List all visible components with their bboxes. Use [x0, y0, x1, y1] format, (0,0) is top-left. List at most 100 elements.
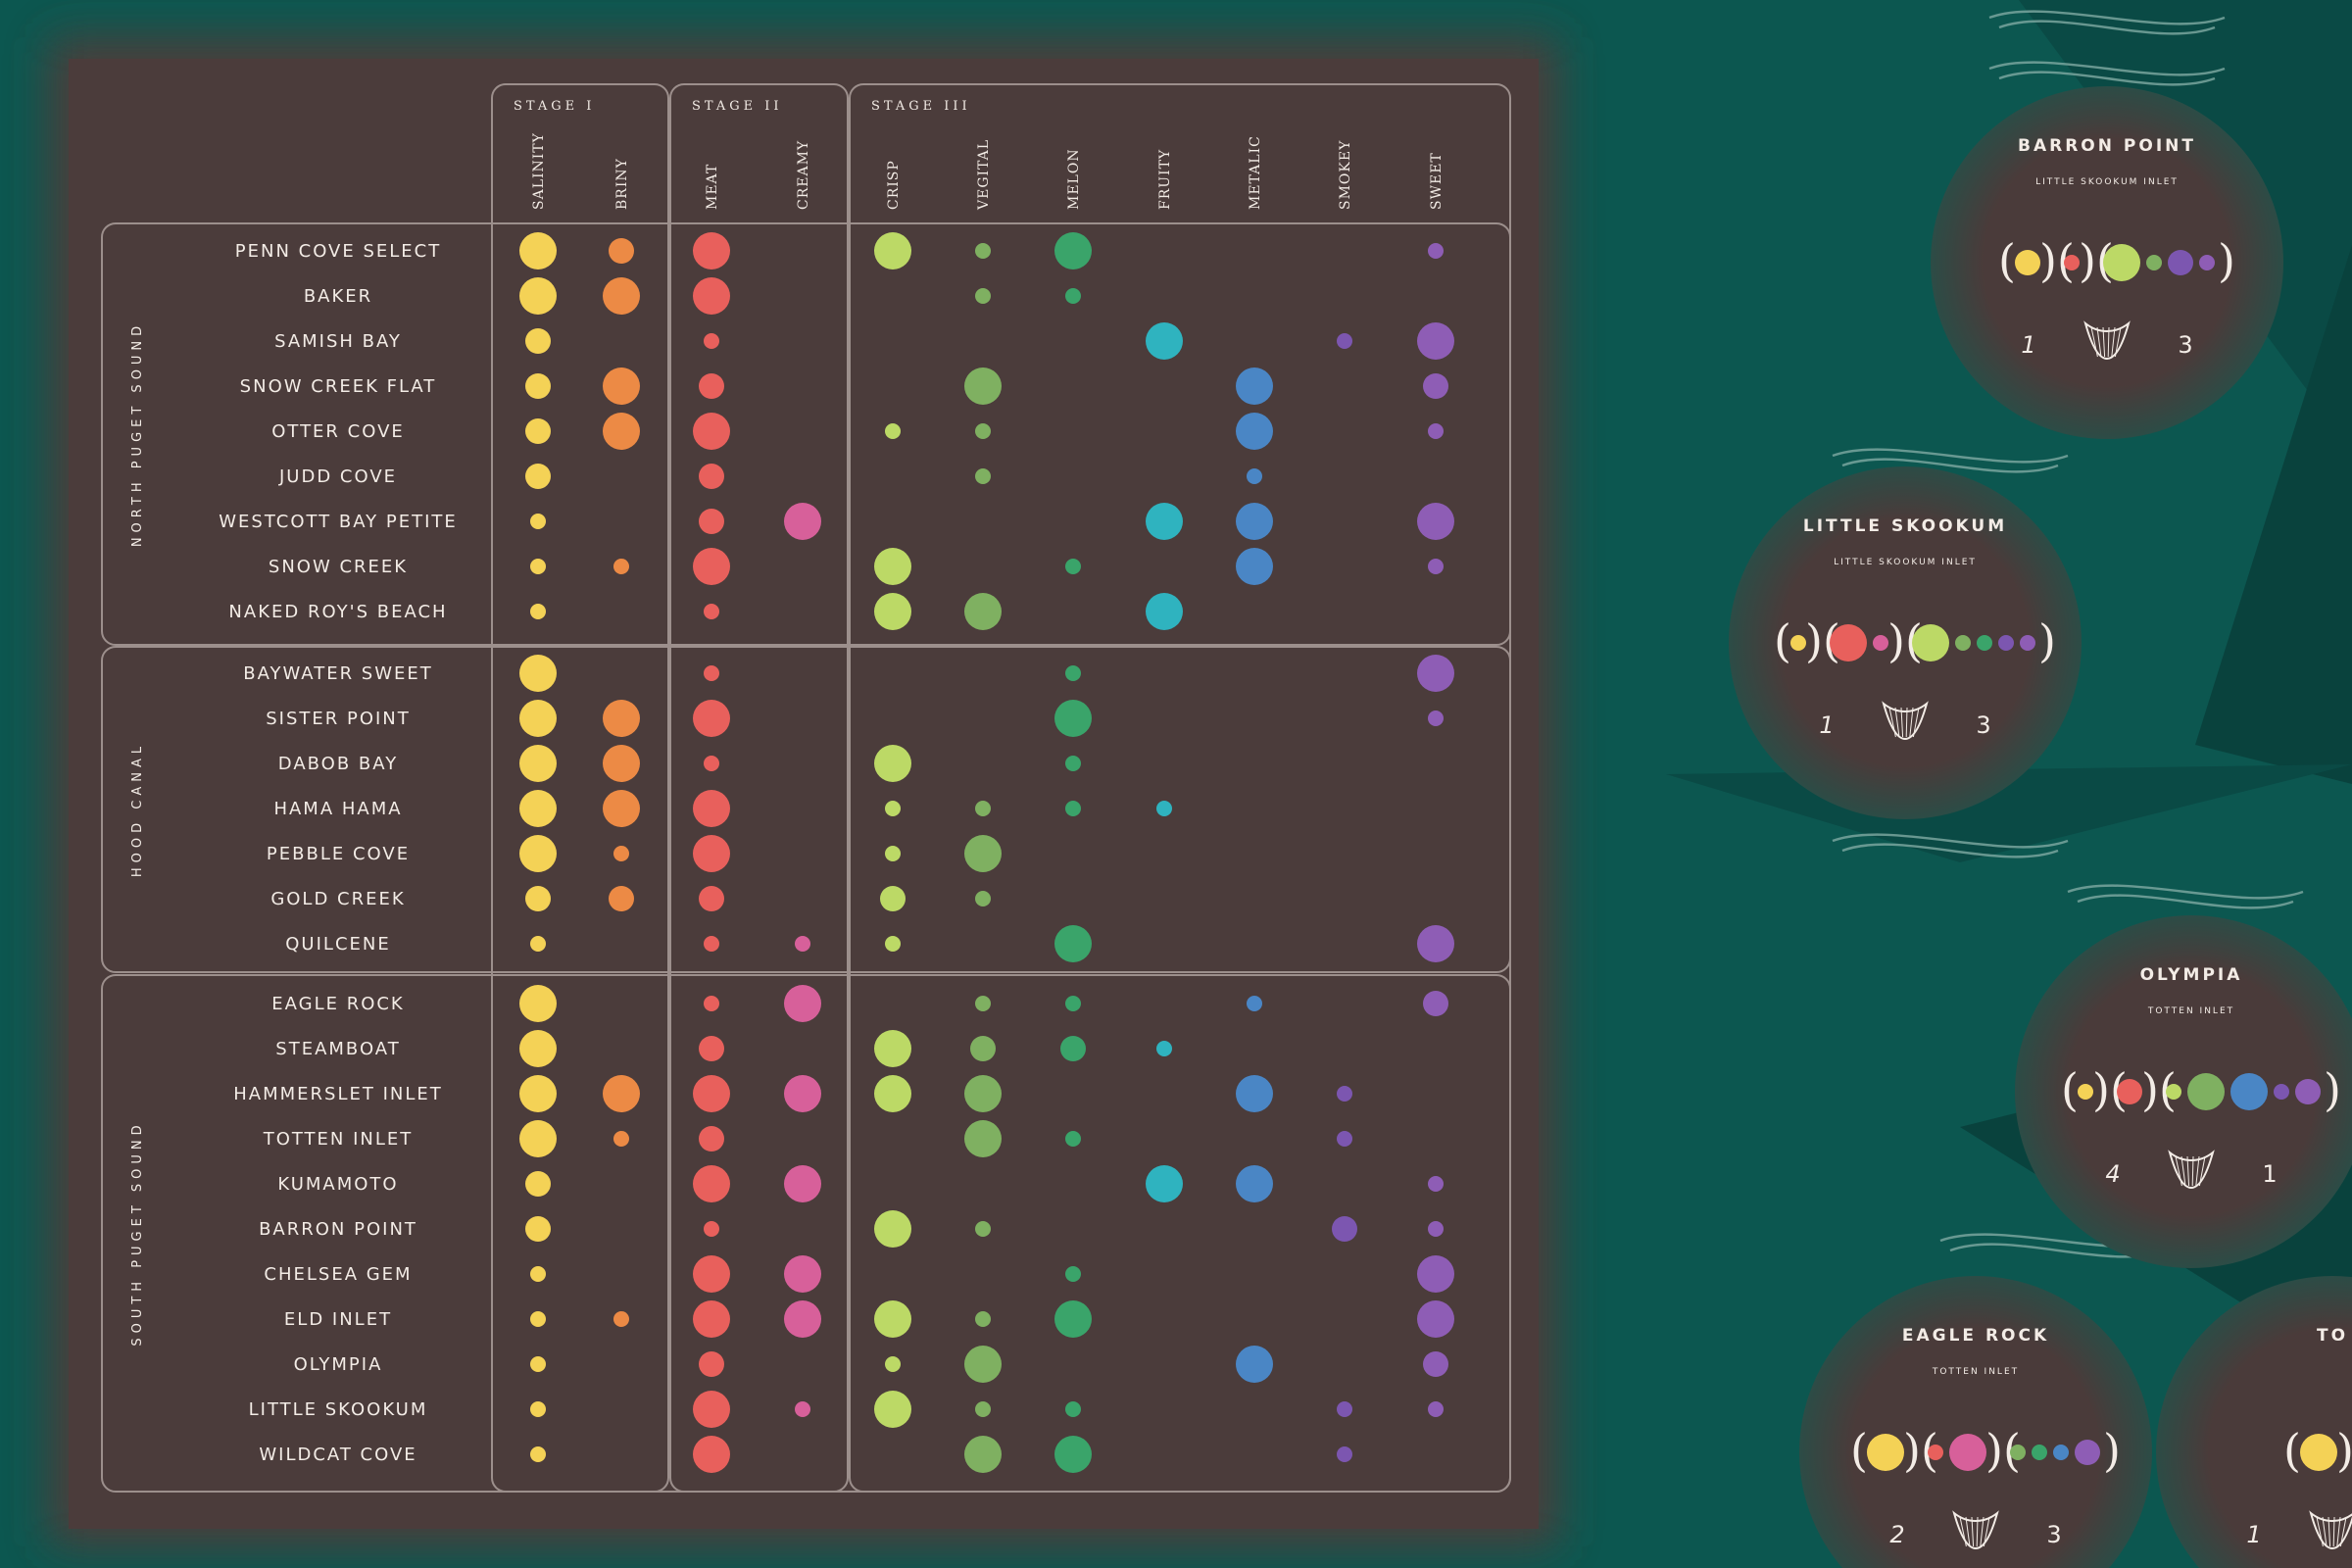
dot-crisp: [874, 1300, 911, 1338]
row-label: BAKER: [304, 286, 372, 307]
shell-hatch: [1894, 707, 1900, 738]
card-paren-open: (: [2283, 1424, 2301, 1477]
dot-meat: [693, 1075, 730, 1112]
column-header-vegital: VEGITAL: [976, 139, 992, 211]
dot-crisp: [885, 801, 901, 816]
card-right-number: 3: [2178, 331, 2192, 359]
wave-line: [1841, 843, 2059, 858]
dot-creamy: [795, 936, 810, 952]
dot-vegital: [975, 996, 991, 1011]
shell-hatch: [2322, 1516, 2328, 1547]
dot-vegital: [964, 1075, 1002, 1112]
profile-card-2: [1729, 466, 2082, 819]
dot-meat: [693, 790, 730, 827]
shell-hatch: [1905, 707, 1908, 738]
dot-creamy: [784, 1075, 821, 1112]
dot-meat: [693, 1436, 730, 1473]
dot-salinity: [519, 1030, 557, 1067]
dot-melon: [1054, 700, 1092, 737]
dot-sweet: [1417, 925, 1454, 962]
dot-meat: [693, 1255, 730, 1293]
dot-salinity: [519, 277, 557, 315]
dot-smokey: [1337, 1131, 1352, 1147]
dot-salinity: [530, 1401, 546, 1417]
wave-line: [1832, 833, 2069, 849]
card-dot-sweet: [2199, 255, 2215, 270]
dot-sweet: [1428, 1401, 1444, 1417]
dot-melon: [1054, 232, 1092, 270]
row-label: OLYMPIA: [294, 1354, 383, 1375]
dot-salinity: [519, 985, 557, 1022]
shell-shape-icon: [2083, 320, 2131, 361]
dot-meat: [704, 665, 719, 681]
card-dot-sweet: [2075, 1440, 2100, 1465]
card-dot-salinity: [2015, 250, 2040, 275]
decorative-triangle-2: [2195, 245, 2352, 784]
dot-crisp: [880, 886, 906, 911]
dot-salinity: [530, 604, 546, 619]
row-label: SAMISH BAY: [274, 331, 402, 352]
dot-fruity: [1156, 1041, 1172, 1056]
dot-vegital: [964, 1120, 1002, 1157]
dot-briny: [609, 886, 634, 911]
dot-meat: [699, 464, 724, 489]
dot-salinity: [525, 464, 551, 489]
shell-hatch: [1912, 707, 1920, 738]
dot-meat: [704, 1221, 719, 1237]
dot-salinity: [519, 835, 557, 872]
dot-sweet: [1428, 1221, 1444, 1237]
dot-smokey: [1337, 333, 1352, 349]
profile-card-4: [1799, 1276, 2152, 1568]
stage-label-1: STAGE I: [514, 99, 595, 114]
dot-crisp: [874, 1030, 911, 1067]
shell-hatch: [2328, 1516, 2331, 1547]
shell-shape-icon: [2168, 1150, 2215, 1190]
dot-meat: [693, 548, 730, 585]
dot-melon: [1065, 1131, 1081, 1147]
card-title: LITTLE SKOOKUM: [1803, 516, 2007, 536]
row-label: SNOW CREEK FLAT: [240, 376, 437, 397]
dot-melon: [1054, 1436, 1092, 1473]
card-paren-close: ): [2038, 614, 2056, 667]
dot-meat: [704, 756, 719, 771]
dot-crisp: [885, 1356, 901, 1372]
dot-vegital: [975, 1311, 991, 1327]
dot-salinity: [525, 328, 551, 354]
dot-meat: [699, 1351, 724, 1377]
card-paren-open: (: [1774, 614, 1791, 667]
dot-melon: [1065, 801, 1081, 816]
shell-hatch: [2102, 326, 2106, 358]
card-dot-smokey: [1998, 635, 2014, 651]
dot-meat: [693, 1300, 730, 1338]
card-paren-close: ): [2218, 234, 2235, 287]
dot-melon: [1065, 665, 1081, 681]
row-label: PEBBLE COVE: [267, 844, 410, 864]
shell-hatch: [2332, 1516, 2335, 1547]
shell-hatch: [2114, 326, 2122, 358]
dot-sweet: [1423, 991, 1448, 1016]
dot-vegital: [975, 801, 991, 816]
dot-briny: [603, 1075, 640, 1112]
dot-sweet: [1428, 559, 1444, 574]
dot-metalic: [1236, 1165, 1273, 1202]
wave-line: [1988, 10, 2226, 25]
shell-hatch: [1888, 707, 1896, 738]
dot-meat: [699, 509, 724, 534]
dot-vegital: [975, 891, 991, 906]
dot-briny: [613, 1131, 629, 1147]
card-dot-vegital: [2146, 255, 2162, 270]
card-left-number: 1: [2021, 331, 2035, 359]
dot-briny: [609, 238, 634, 264]
dot-meat: [699, 1036, 724, 1061]
stage-label-3: STAGE III: [871, 99, 971, 114]
dot-vegital: [975, 468, 991, 484]
dot-briny: [603, 745, 640, 782]
dot-creamy: [784, 503, 821, 540]
shell-hatch: [2198, 1155, 2206, 1187]
dot-sweet: [1423, 373, 1448, 399]
dot-meat: [693, 232, 730, 270]
dot-salinity: [525, 1216, 551, 1242]
dot-crisp: [885, 846, 901, 861]
card-dot-crisp: [2103, 244, 2140, 281]
row-label: PENN COVE SELECT: [235, 241, 441, 262]
